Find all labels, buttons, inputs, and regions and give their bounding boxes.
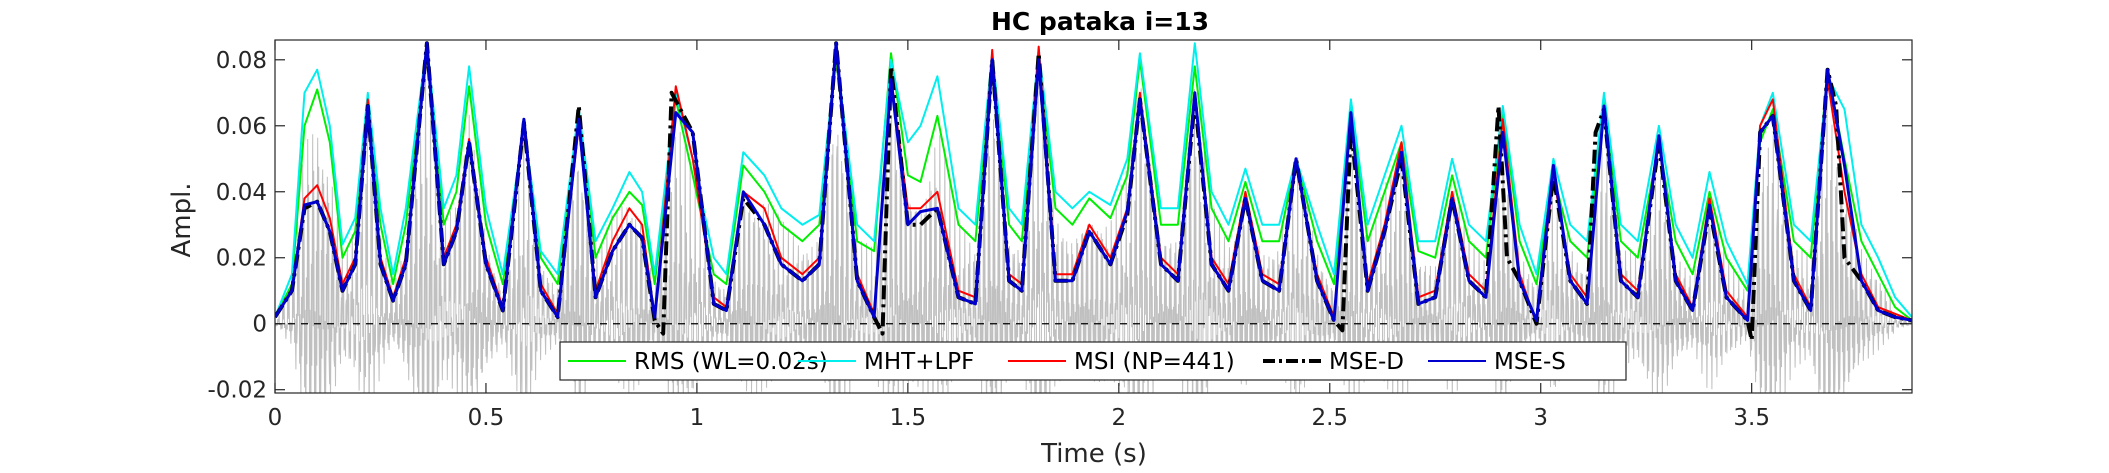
y-tick-label: 0.04 [216,180,267,206]
y-tick-label: 0.02 [216,246,267,272]
x-tick-label: 2 [1111,405,1126,431]
y-tick-label: 0.06 [216,114,267,140]
x-tick-label: 3.5 [1733,405,1770,431]
y-tick-label: -0.02 [207,378,267,404]
x-tick-label: 3 [1533,405,1548,431]
series-line-mse-s [275,41,1912,322]
legend-label: MSE-D [1329,349,1404,375]
legend-label: MHT+LPF [864,349,974,375]
legend-label: MSI (NP=441) [1074,349,1235,375]
x-tick-label: 0.5 [468,405,505,431]
plot-area: 0 0.5 1 1.5 2 2.5 3 3.5-0.0200.020.040.060.08RM… [207,39,1913,431]
y-tick-label: 0 [252,312,267,338]
legend-label: MSE-S [1494,349,1566,375]
legend: RMS (WL=0.02s) MHT+LPF MSI (NP=441) MSE-D MS… [559,341,1627,381]
x-tick-label: 2.5 [1311,405,1348,431]
x-axis-label: Time (s) [1040,439,1147,469]
y-tick-label: 0.08 [216,48,267,74]
axes-box [274,39,1913,394]
y-axis-label: Ampl. [167,182,197,257]
chart-title: HC pataka i=13 [991,7,1209,36]
series-line-mht [275,42,1912,318]
x-tick-label: 1 [690,405,705,431]
plot-clipped-group [275,41,1912,393]
x-tick-label: 1.5 [890,405,927,431]
x-tick-label: 0 [268,405,283,431]
legend-label: RMS (WL=0.02s) [634,349,828,375]
